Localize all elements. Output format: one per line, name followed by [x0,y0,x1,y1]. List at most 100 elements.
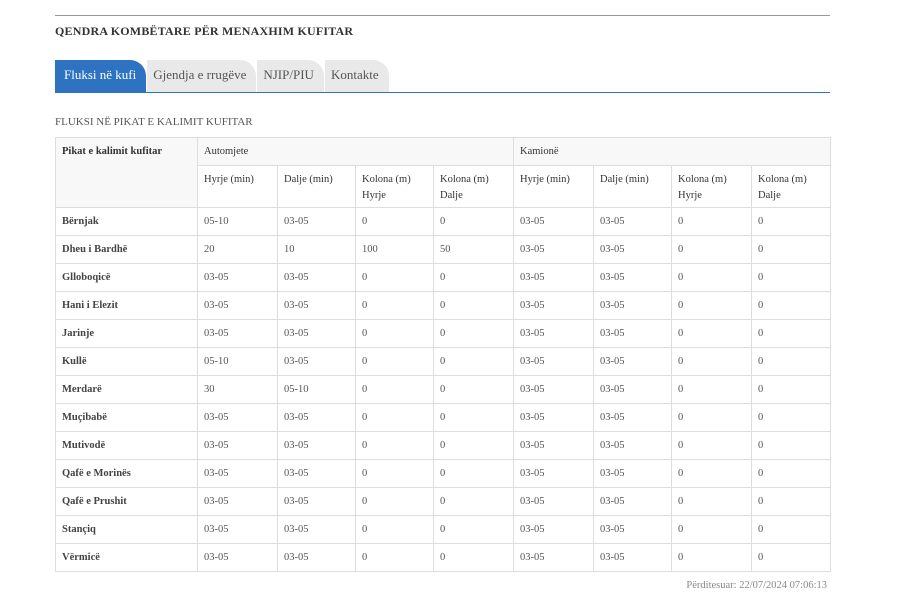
cell: 0 [671,515,753,544]
cell: 0 [671,459,753,488]
cell: 03-05 [593,515,673,544]
cell: 03-05 [513,487,595,516]
cell: 05-10 [197,207,278,236]
cell: 20 [197,235,278,264]
cell: 0 [355,347,434,376]
cell: 05-10 [197,347,278,376]
cell: 03-05 [513,543,595,572]
content: QENDRA KOMBËTARE PËR MENAXHIM KUFITAR Fl… [55,15,832,572]
cell: 0 [355,263,434,292]
cell: 03-05 [593,263,673,292]
column-header: Kolona (m) Dalje [751,165,832,208]
cell: 03-05 [593,375,673,404]
cell: 0 [751,235,832,264]
cell: 03-05 [513,235,595,264]
cell: 0 [751,431,832,460]
cell: 03-05 [513,431,595,460]
data-row: Qafë e Prushit 03-05 03-05 0 0 03-05 03-05 0 0 [55,487,832,516]
tab[interactable]: Kontakte [324,60,389,92]
cell: 100 [355,235,434,264]
cell: 03-05 [513,459,595,488]
data-row: Stançiq 03-05 03-05 0 0 03-05 03-05 0 0 [55,515,832,544]
header-row: Hyrje (min) Dalje (min) Kolona (m) Hyrje Ko… [56,165,832,208]
data-row: Kullë 05-10 03-05 0 0 03-05 03-05 0 0 [55,347,832,376]
cell: 03-05 [277,263,356,292]
cell: 0 [432,263,515,292]
cell: 03-05 [197,291,278,320]
cell: 03-05 [593,207,673,236]
cell: 0 [751,459,832,488]
cell: 03-05 [277,403,356,432]
cell: 03-05 [513,207,595,236]
cell: 0 [751,543,832,572]
data-row: Merdarë 30 05-10 0 0 03-05 03-05 0 0 [55,375,832,404]
cell: 0 [751,403,832,432]
cell: 03-05 [197,459,278,488]
cell: 0 [355,319,434,348]
cell: 0 [671,319,753,348]
cell: 0 [751,347,832,376]
cell: 03-05 [277,347,356,376]
tab[interactable]: Fluksi në kufi [55,60,147,92]
cell: 03-05 [593,291,673,320]
site-title: QENDRA KOMBËTARE PËR MENAXHIM KUFITAR [55,24,354,38]
cell: 0 [355,403,434,432]
cell: 0 [671,347,753,376]
cell: 0 [671,431,753,460]
cell: 03-05 [197,431,278,460]
column-header: Dalje (min) [277,165,356,208]
updated-time: Përditesuar: 22/07/2024 07:06:13 [686,580,827,591]
cell: 03-05 [513,319,595,348]
cell: 0 [355,543,434,572]
data-row: Jarinje 03-05 03-05 0 0 03-05 03-05 0 0 [55,319,832,348]
section-title: FLUKSI NË PIKAT E KALIMIT KUFITAR [55,116,253,128]
cell: 03-05 [593,487,673,516]
cell: 0 [671,235,753,264]
column-header: Kolona (m) Hyrje [355,165,434,208]
cell: 0 [432,319,515,348]
cell: 0 [432,487,515,516]
cell: 03-05 [277,207,356,236]
cell: 03-05 [593,235,673,264]
group-header: Automjete [196,137,515,166]
cell: 0 [355,291,434,320]
cell: 0 [432,403,515,432]
cell: 03-05 [513,291,595,320]
cell: 03-05 [277,487,356,516]
column-header: Dalje (min) [593,165,673,208]
column-header: Hyrje (min) [197,165,278,208]
cell: 03-05 [593,459,673,488]
cell: 03-05 [277,431,356,460]
cell: 0 [432,431,515,460]
tab-bar: Fluksi në kufi Gjendja e rrugëve NJIP/PIU K… [55,60,830,93]
crossing-name: Stançiq [55,515,198,544]
data-row: Muçibabë 03-05 03-05 0 0 03-05 03-05 0 0 [55,403,832,432]
cell: 03-05 [277,515,356,544]
cell: 0 [751,375,832,404]
data-row: Vërmicë 03-05 03-05 0 0 03-05 03-05 0 0 [55,543,832,572]
tab[interactable]: Gjendja e rrugëve [147,60,257,92]
cell: 0 [751,319,832,348]
data-row: Glloboqicë 03-05 03-05 0 0 03-05 03-05 0 0 [55,263,832,292]
cell: 0 [355,515,434,544]
cell: 0 [671,291,753,320]
crossing-name: Vërmicë [55,543,198,572]
cell: 10 [277,235,356,264]
cell: 0 [432,459,515,488]
cell: 0 [355,431,434,460]
tab[interactable]: NJIP/PIU [257,60,324,92]
cell: 30 [197,375,278,404]
cell: 0 [432,515,515,544]
cell: 0 [432,207,515,236]
crossing-name: Bërnjak [55,207,198,236]
column-header: Kolona (m) Dalje [432,165,515,208]
crossing-name: Glloboqicë [55,263,198,292]
cell: 05-10 [277,375,356,404]
crossing-name: Mutivodë [55,431,198,460]
cell: 03-05 [197,515,278,544]
cell: 0 [355,459,434,488]
cell: 0 [671,207,753,236]
cell: 0 [751,263,832,292]
cell: 0 [671,403,753,432]
cell: 03-05 [513,515,595,544]
